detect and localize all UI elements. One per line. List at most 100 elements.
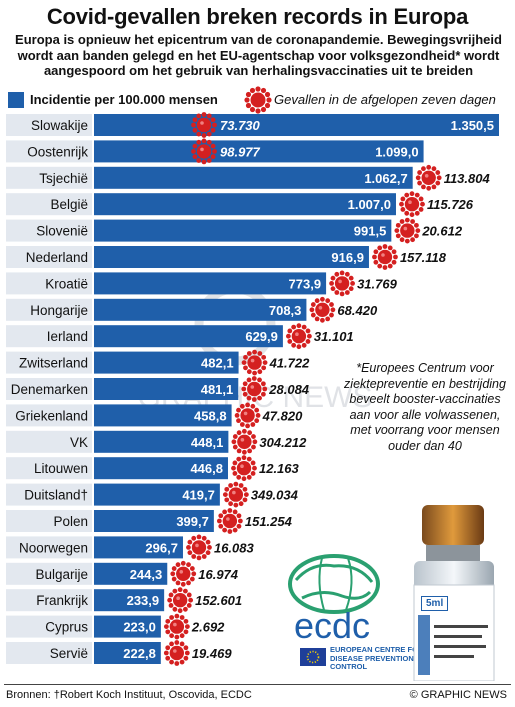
cases-value-label: 19.469 bbox=[192, 646, 233, 661]
category-label-bg bbox=[6, 510, 92, 532]
chart-row: Ierland 629,9 31.101 bbox=[6, 323, 354, 350]
cases-value-label: 2.692 bbox=[191, 620, 225, 635]
category-label: Oostenrijk bbox=[27, 144, 88, 159]
bar bbox=[94, 536, 183, 559]
virus-marker bbox=[241, 376, 268, 402]
chart-row: Zwitserland 482,1 41.722 bbox=[6, 349, 311, 376]
virus-marker bbox=[170, 560, 197, 587]
bar bbox=[94, 615, 161, 638]
source-note: Bronnen: †Robert Koch Instituut, Oscovid… bbox=[6, 689, 252, 701]
bar bbox=[94, 589, 165, 612]
category-label: Slowakije bbox=[31, 118, 88, 133]
category-label-bg bbox=[6, 562, 92, 585]
category-label-bg bbox=[6, 483, 92, 506]
category-label-bg bbox=[6, 404, 92, 427]
chart-row: Hongarije 708,3 68.420 bbox=[6, 296, 378, 323]
bar-value-label: 296,7 bbox=[145, 540, 178, 555]
credit: © GRAPHIC NEWS bbox=[409, 689, 507, 701]
footer-divider bbox=[4, 684, 511, 685]
category-label: Griekenland bbox=[15, 408, 88, 423]
bar bbox=[94, 562, 168, 585]
category-label-bg bbox=[6, 615, 92, 638]
bar-value-label: 399,7 bbox=[176, 514, 209, 529]
chart-title: Covid-gevallen breken records in Europa bbox=[46, 4, 469, 29]
chart-row: Tsjechië 1.062,7 113.804 bbox=[6, 164, 491, 191]
virus-marker bbox=[415, 164, 442, 191]
cases-value-label: 68.420 bbox=[337, 303, 378, 318]
category-label: Frankrijk bbox=[36, 593, 88, 608]
virus-marker bbox=[309, 296, 336, 323]
bar bbox=[94, 166, 413, 189]
virus-marker bbox=[372, 244, 398, 270]
legend-virus-label: Gevallen in de afgelopen zeven dagen bbox=[274, 92, 496, 107]
category-label: Slovenië bbox=[36, 224, 88, 239]
bar-value-label: 708,3 bbox=[269, 303, 302, 318]
cases-value-label: 47.820 bbox=[262, 408, 304, 423]
virus-marker bbox=[241, 349, 268, 376]
cases-value-label: 113.804 bbox=[444, 171, 491, 186]
category-label-bg bbox=[6, 325, 92, 348]
footnote-ecdc: *Europees Centrum voor ziektepreventie e… bbox=[344, 361, 506, 453]
cases-value-label: 31.101 bbox=[314, 329, 354, 344]
bar bbox=[94, 325, 283, 348]
category-label: Bulgarije bbox=[35, 567, 88, 582]
virus-marker bbox=[222, 481, 249, 508]
legend-virus-icon bbox=[244, 86, 272, 114]
virus-marker bbox=[216, 508, 243, 534]
category-label-bg bbox=[6, 430, 92, 453]
chart-row: Frankrijk 233,9 152.601 bbox=[6, 587, 242, 614]
cases-value-label: 73.730 bbox=[220, 118, 261, 133]
category-label: Tsjechië bbox=[39, 171, 88, 186]
category-label-bg bbox=[6, 378, 92, 400]
category-label-bg bbox=[6, 642, 92, 664]
ecdc-logo: ecdc bbox=[288, 554, 380, 646]
bar bbox=[94, 510, 214, 532]
bar bbox=[94, 642, 161, 664]
category-label-bg bbox=[6, 114, 92, 136]
virus-marker bbox=[231, 428, 258, 455]
bar bbox=[94, 114, 499, 136]
cases-value-label: 12.163 bbox=[259, 461, 300, 476]
bar-value-label: 773,9 bbox=[289, 276, 322, 291]
chart-row: Polen 399,7 151.254 bbox=[6, 508, 293, 534]
chart-row: Denemarken 481,1 28.084 bbox=[6, 376, 310, 402]
bar bbox=[94, 298, 307, 321]
cases-value-label: 31.769 bbox=[357, 276, 398, 291]
bar-value-label: 222,8 bbox=[123, 646, 156, 661]
chart-subtitle: Europa is opnieuw het epicentrum van de … bbox=[15, 32, 502, 78]
virus-marker bbox=[163, 640, 190, 666]
chart-row: Slowakije 1.350,5 73.730 bbox=[6, 112, 499, 138]
category-label-bg bbox=[6, 219, 92, 242]
category-label-bg bbox=[6, 166, 92, 189]
bar-value-label: 481,1 bbox=[201, 382, 234, 397]
category-label-bg bbox=[6, 298, 92, 321]
bar-value-label: 991,5 bbox=[354, 224, 387, 239]
bar bbox=[94, 246, 369, 268]
category-label-bg bbox=[6, 536, 92, 559]
bar bbox=[94, 378, 239, 400]
bar bbox=[94, 404, 232, 427]
chart-row: Duitsland† 419,7 349.034 bbox=[6, 481, 299, 508]
legend-bar-label: Incidentie per 100.000 mensen bbox=[30, 92, 218, 107]
cases-value-label: 304.212 bbox=[259, 435, 307, 450]
bar-value-label: 1.099,0 bbox=[375, 144, 418, 159]
category-label: Litouwen bbox=[34, 461, 88, 476]
virus-marker bbox=[191, 112, 217, 138]
vaccine-vial-image bbox=[413, 505, 495, 681]
bar-value-label: 448,1 bbox=[191, 435, 224, 450]
cases-value-label: 41.722 bbox=[269, 356, 311, 371]
virus-marker bbox=[231, 455, 257, 482]
bar bbox=[94, 457, 228, 480]
category-label: Duitsland† bbox=[24, 488, 88, 503]
bar bbox=[94, 272, 327, 295]
bar bbox=[94, 351, 239, 374]
bar bbox=[94, 483, 220, 506]
category-label: België bbox=[50, 197, 88, 212]
cases-value-label: 115.726 bbox=[427, 197, 474, 212]
bar-value-label: 1.350,5 bbox=[451, 118, 494, 133]
category-label-bg bbox=[6, 589, 92, 612]
chart-row: Kroatië 773,9 31.769 bbox=[6, 270, 398, 297]
bar-value-label: 446,8 bbox=[190, 461, 223, 476]
virus-marker bbox=[286, 323, 312, 350]
